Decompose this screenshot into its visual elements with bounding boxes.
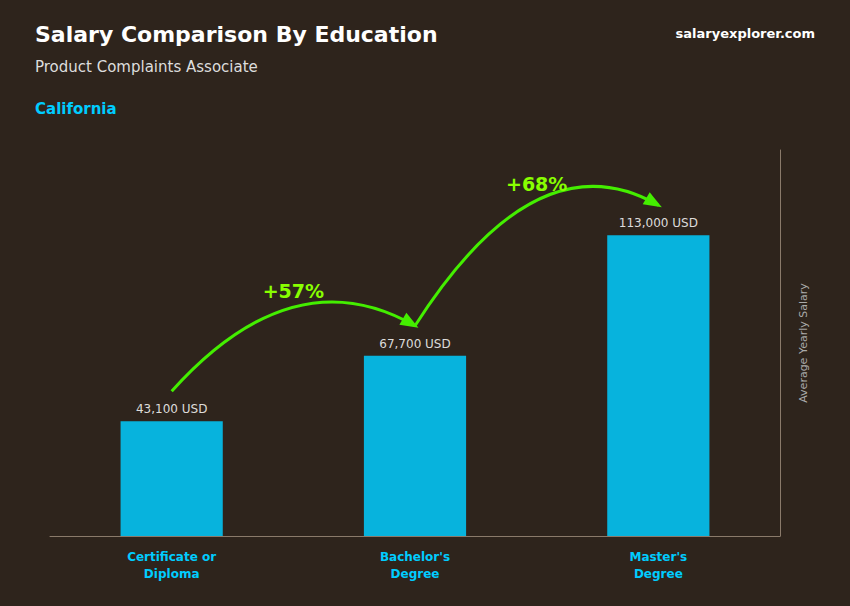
svg-text:California: California bbox=[35, 100, 117, 118]
svg-text:Degree: Degree bbox=[634, 567, 683, 581]
svg-text:Master's: Master's bbox=[629, 550, 687, 564]
svg-text:Salary Comparison By Education: Salary Comparison By Education bbox=[35, 22, 438, 47]
svg-text:113,000 USD: 113,000 USD bbox=[619, 216, 698, 230]
svg-text:Certificate or: Certificate or bbox=[127, 550, 216, 564]
svg-text:Product Complaints Associate: Product Complaints Associate bbox=[35, 58, 258, 76]
svg-text:Average Yearly Salary: Average Yearly Salary bbox=[797, 283, 810, 403]
svg-text:Degree: Degree bbox=[391, 567, 440, 581]
svg-text:43,100 USD: 43,100 USD bbox=[136, 402, 207, 416]
svg-text:Bachelor's: Bachelor's bbox=[380, 550, 450, 564]
svg-text:salaryexplorer.com: salaryexplorer.com bbox=[676, 26, 815, 41]
svg-text:67,700 USD: 67,700 USD bbox=[379, 337, 450, 351]
svg-text:+68%: +68% bbox=[506, 173, 567, 195]
svg-text:+57%: +57% bbox=[263, 280, 324, 302]
svg-text:Diploma: Diploma bbox=[144, 567, 200, 581]
